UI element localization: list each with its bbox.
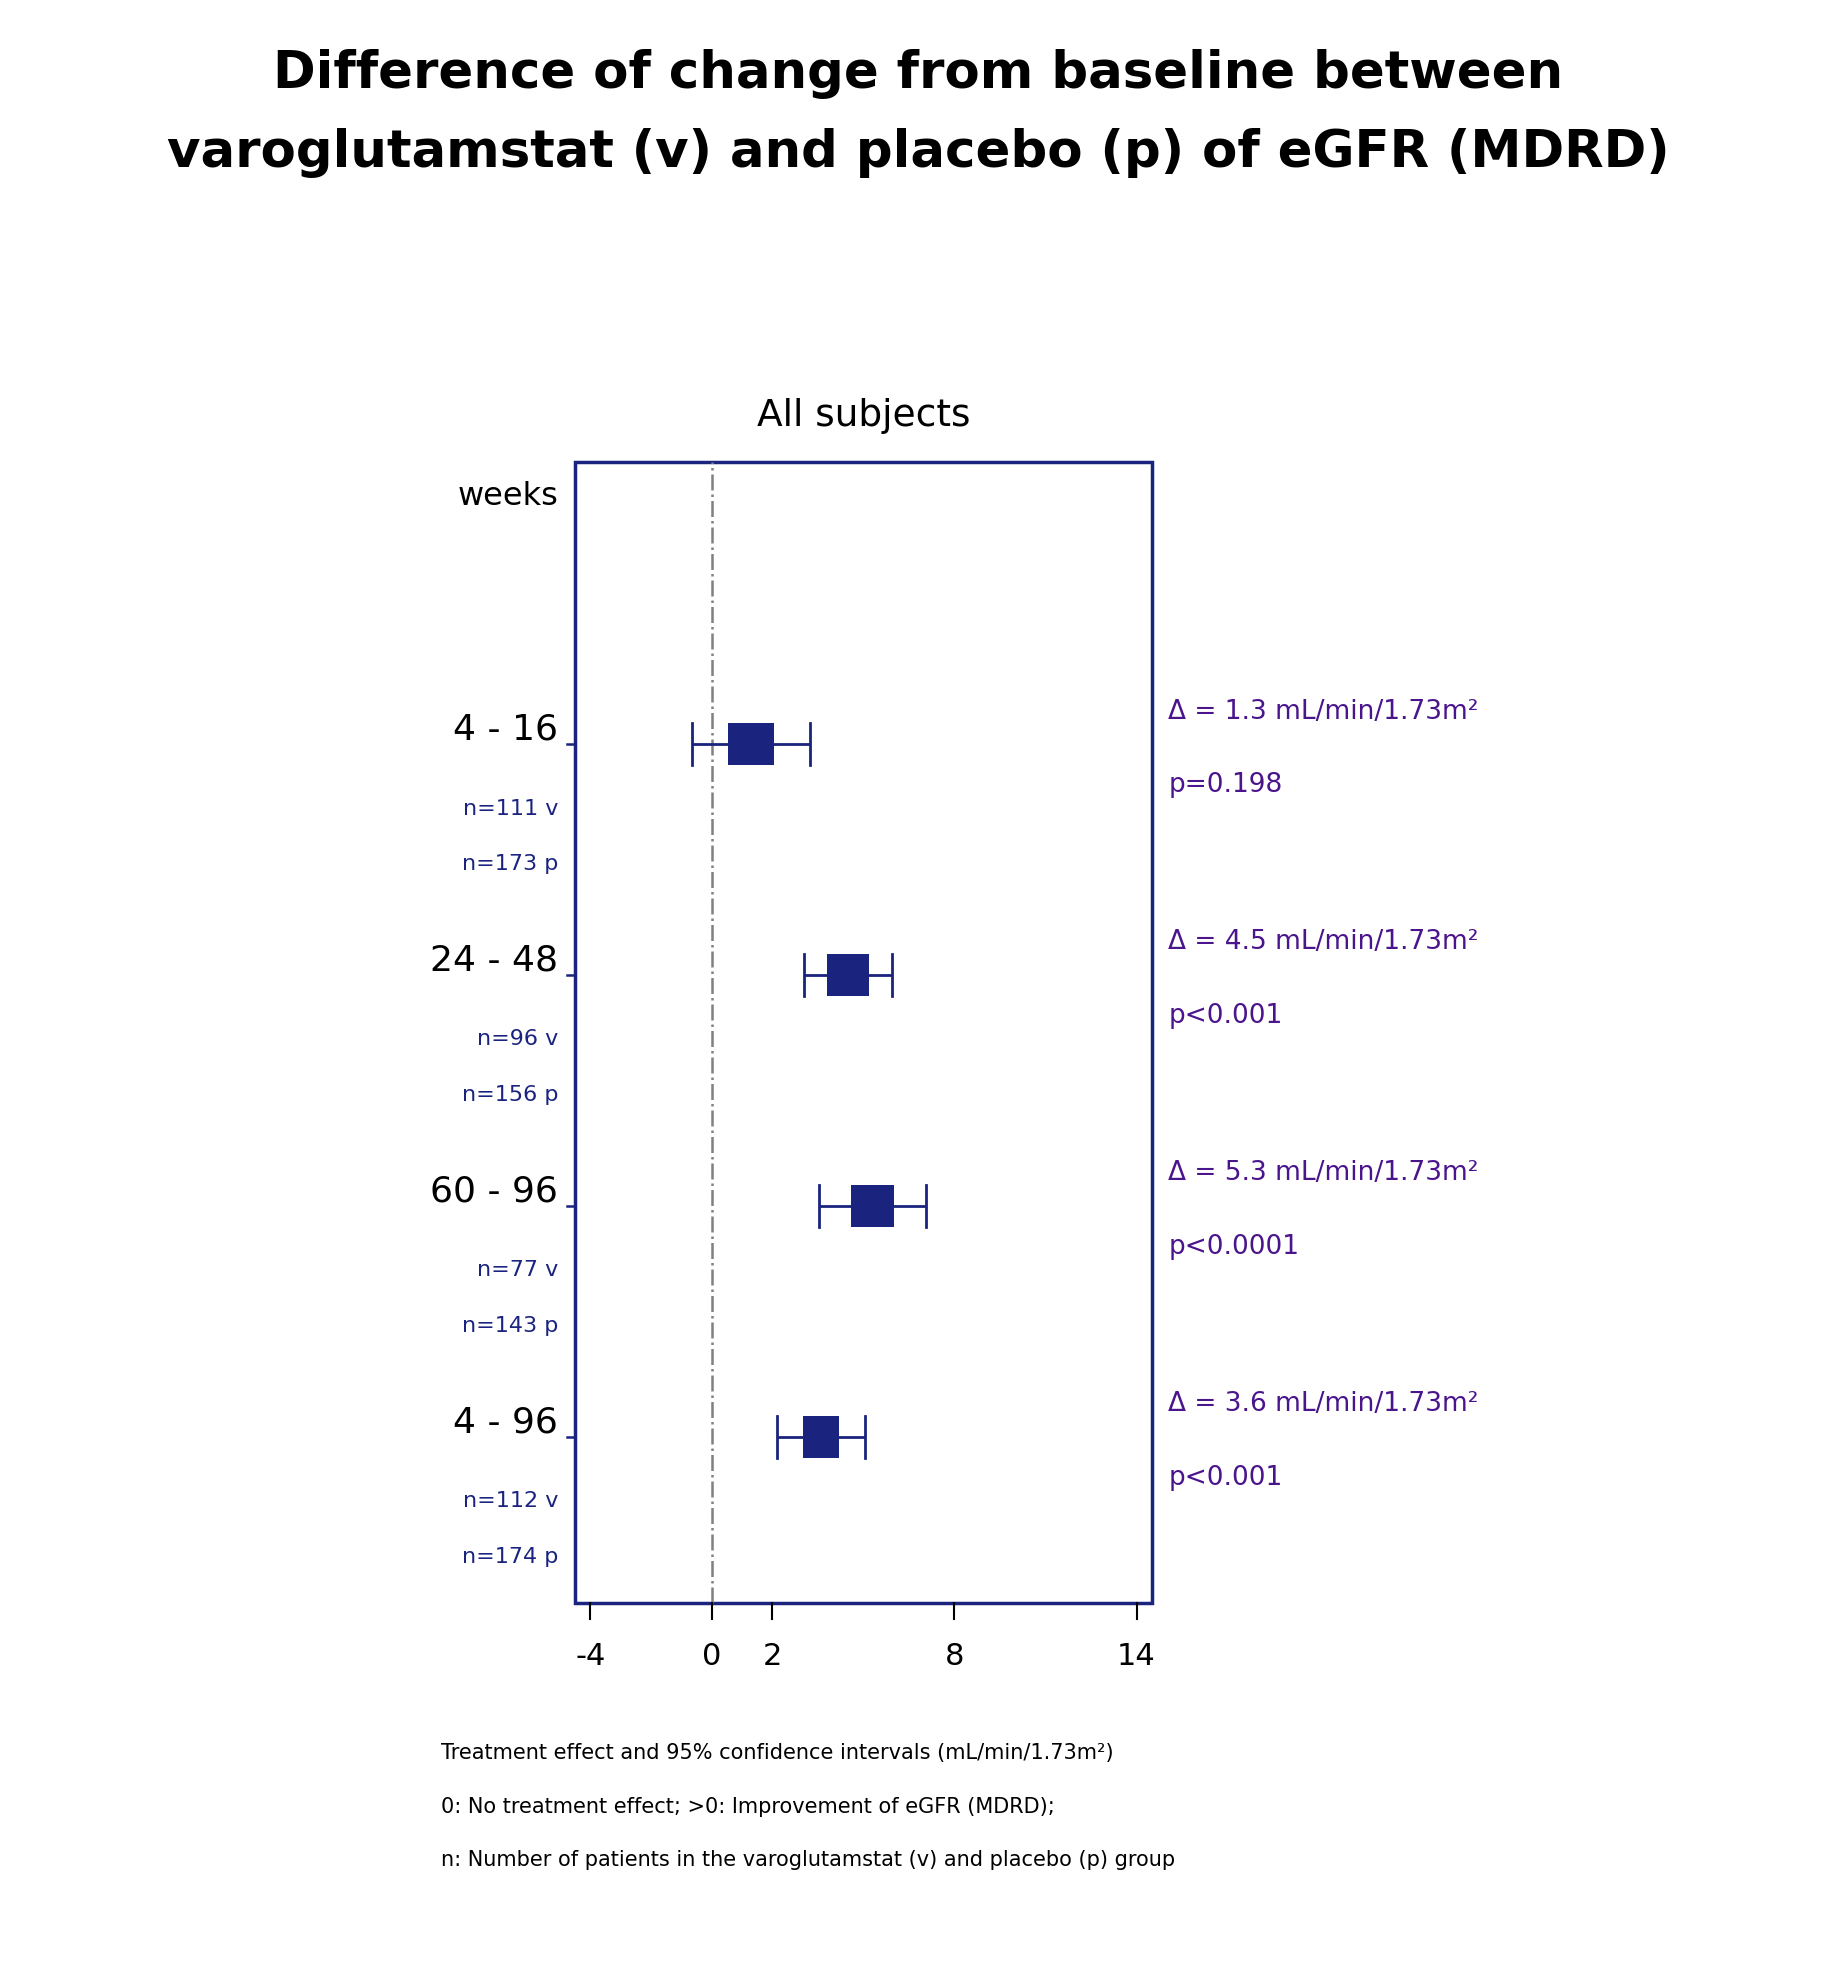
Text: n=173 p: n=173 p <box>461 853 558 875</box>
Text: 60 - 96: 60 - 96 <box>430 1174 558 1210</box>
Text: -4: -4 <box>575 1643 606 1671</box>
Bar <box>575 463 1152 1604</box>
Text: Δ = 1.3 mL/min/1.73m²: Δ = 1.3 mL/min/1.73m² <box>1168 699 1479 725</box>
Text: Δ = 4.5 mL/min/1.73m²: Δ = 4.5 mL/min/1.73m² <box>1168 930 1479 955</box>
Text: 2: 2 <box>762 1643 783 1671</box>
Text: n=112 v: n=112 v <box>463 1491 558 1511</box>
Text: 8: 8 <box>944 1643 964 1671</box>
Bar <box>803 1416 840 1458</box>
Text: p<0.001: p<0.001 <box>1168 1003 1282 1030</box>
Text: n=77 v: n=77 v <box>478 1261 558 1280</box>
Text: p=0.198: p=0.198 <box>1168 772 1282 798</box>
Text: Δ = 5.3 mL/min/1.73m²: Δ = 5.3 mL/min/1.73m² <box>1168 1160 1479 1186</box>
Text: n=111 v: n=111 v <box>463 798 558 818</box>
Text: Δ = 3.6 mL/min/1.73m²: Δ = 3.6 mL/min/1.73m² <box>1168 1391 1479 1416</box>
Text: 0: 0 <box>702 1643 722 1671</box>
Text: 4 - 16: 4 - 16 <box>454 713 558 747</box>
Text: n: Number of patients in the varoglutamstat (v) and placebo (p) group: n: Number of patients in the varoglutams… <box>441 1850 1176 1870</box>
Bar <box>727 723 773 764</box>
Text: Difference of change from baseline between: Difference of change from baseline betwe… <box>274 49 1563 98</box>
Text: All subjects: All subjects <box>757 398 970 433</box>
Bar <box>851 1186 895 1227</box>
Text: weeks: weeks <box>457 481 558 512</box>
Text: varoglutamstat (v) and placebo (p) of eGFR (MDRD): varoglutamstat (v) and placebo (p) of eG… <box>167 128 1670 177</box>
Text: p<0.001: p<0.001 <box>1168 1466 1282 1491</box>
Text: 4 - 96: 4 - 96 <box>454 1407 558 1440</box>
Text: p<0.0001: p<0.0001 <box>1168 1235 1299 1261</box>
Text: 14: 14 <box>1117 1643 1155 1671</box>
Bar <box>827 953 869 995</box>
Text: Treatment effect and 95% confidence intervals (mL/min/1.73m²): Treatment effect and 95% confidence inte… <box>441 1743 1113 1763</box>
Text: n=156 p: n=156 p <box>461 1085 558 1105</box>
Text: n=143 p: n=143 p <box>461 1316 558 1336</box>
Text: 0: No treatment effect; >0: Improvement of eGFR (MDRD);: 0: No treatment effect; >0: Improvement … <box>441 1797 1054 1816</box>
Text: 24 - 48: 24 - 48 <box>430 944 558 977</box>
Text: n=174 p: n=174 p <box>461 1546 558 1566</box>
Text: n=96 v: n=96 v <box>478 1030 558 1050</box>
